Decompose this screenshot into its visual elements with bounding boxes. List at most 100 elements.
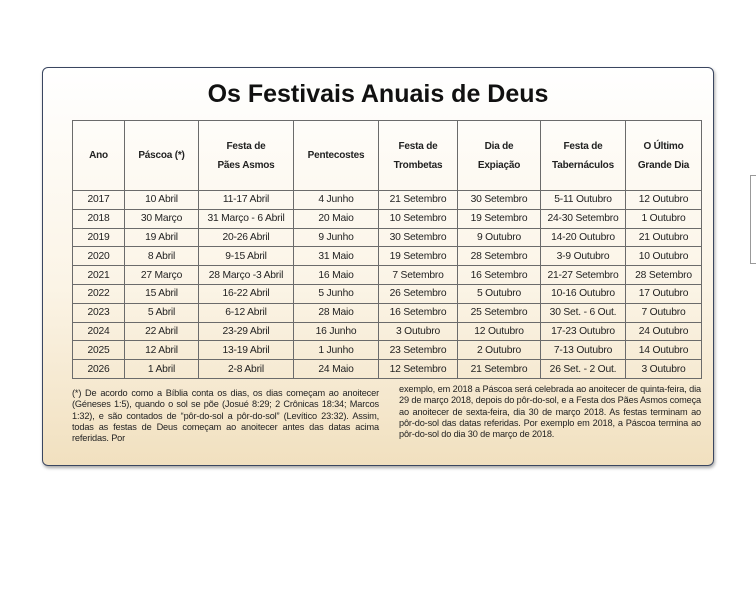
header-row: Ano Páscoa (*) Festa de Pães Asmos Pentecos… xyxy=(72,120,702,191)
column-header: Páscoa (*) xyxy=(124,120,199,191)
table-cell: 11-17 Abril xyxy=(198,190,294,210)
table-cell: 19 Setembro xyxy=(457,208,541,229)
table-cell: 28 Setembro xyxy=(457,246,541,267)
table-row: 2018 30 Março 31 Março - 6 Abril 20 Maio 10 … xyxy=(72,208,702,229)
table-body: 2017 10 Abril 11-17 Abril 4 Junho 21 Setembr… xyxy=(72,190,702,379)
table-cell: 20 Maio xyxy=(293,208,379,229)
table-cell: 30 Set. - 6 Out. xyxy=(540,302,626,323)
table-cell: 13-19 Abril xyxy=(198,340,294,361)
table-cell: 16 Junho xyxy=(293,321,379,342)
column-header: Ano xyxy=(72,120,125,191)
column-header: O Último Grande Dia xyxy=(625,120,702,191)
column-header: Festa de Pães Asmos xyxy=(198,120,294,191)
table-cell: 20-26 Abril xyxy=(198,227,294,248)
table-cell: 16-22 Abril xyxy=(198,283,294,304)
table-row: 2025 12 Abril 13-19 Abril 1 Junho 23 Setembr… xyxy=(72,340,702,361)
table-cell: 26 Setembro xyxy=(378,283,458,304)
table-cell: 16 Setembro xyxy=(457,265,541,285)
table-cell: 9 Outubro xyxy=(457,227,541,248)
table-cell: 2 Outubro xyxy=(457,340,541,361)
card: Os Festivais Anuais de Deus Ano Páscoa (*… xyxy=(42,67,714,466)
table-row: 2023 5 Abril 6-12 Abril 28 Maio 16 Setembro 2… xyxy=(72,302,702,323)
table-cell: 10 Setembro xyxy=(378,208,458,229)
table-cell: 1 Outubro xyxy=(625,208,702,229)
table-cell: 2017 xyxy=(72,190,125,210)
table-cell: 5-11 Outubro xyxy=(540,190,626,210)
table-cell: 28 Março -3 Abril xyxy=(198,265,294,285)
footnote: (*) De acordo como a Bíblia conta os dia… xyxy=(72,388,379,444)
table-cell: 30 Março xyxy=(124,208,199,229)
table-cell: 16 Setembro xyxy=(378,302,458,323)
table-cell: 2-8 Abril xyxy=(198,359,294,379)
table-cell: 2024 xyxy=(72,321,125,342)
table-cell: 12 Outubro xyxy=(625,190,702,210)
table-cell: 2021 xyxy=(72,265,125,285)
column-header: Festa de Tabernáculos xyxy=(540,120,626,191)
table-cell: 1 Abril xyxy=(124,359,199,379)
table-cell: 14-20 Outubro xyxy=(540,227,626,248)
table-row: 2017 10 Abril 11-17 Abril 4 Junho 21 Setembr… xyxy=(72,190,702,210)
table-cell: 10 Outubro xyxy=(625,246,702,267)
table-cell: 19 Abril xyxy=(124,227,199,248)
table-cell: 22 Abril xyxy=(124,321,199,342)
table-cell: 3-9 Outubro xyxy=(540,246,626,267)
table-cell: 7 Outubro xyxy=(625,302,702,323)
table-cell: 24 Outubro xyxy=(625,321,702,342)
table-cell: 16 Maio xyxy=(293,265,379,285)
table-cell: 3 Outubro xyxy=(625,359,702,379)
table-cell: 3 Outubro xyxy=(378,321,458,342)
table-cell: 12 Abril xyxy=(124,340,199,361)
footnote: exemplo, em 2018 a Páscoa será celebrada… xyxy=(399,384,701,440)
table-cell: 2026 xyxy=(72,359,125,379)
table-cell: 4 Junho xyxy=(293,190,379,210)
table-row: 2026 1 Abril 2-8 Abril 24 Maio 12 Setembro 21… xyxy=(72,359,702,379)
table-cell: 10 Abril xyxy=(124,190,199,210)
table-cell: 8 Abril xyxy=(124,246,199,267)
table-row: 2019 19 Abril 20-26 Abril 9 Junho 30 Setembr… xyxy=(72,227,702,248)
table-cell: 12 Outubro xyxy=(457,321,541,342)
table-cell: 31 Maio xyxy=(293,246,379,267)
column-header: Festa de Trombetas xyxy=(378,120,458,191)
table-cell: 6-12 Abril xyxy=(198,302,294,323)
table-cell: 21 Setembro xyxy=(457,359,541,379)
table-cell: 23 Setembro xyxy=(378,340,458,361)
table-row: 2020 8 Abril 9-15 Abril 31 Maio 19 Setembro 2… xyxy=(72,246,702,267)
table-cell: 9-15 Abril xyxy=(198,246,294,267)
table-cell: 30 Setembro xyxy=(457,190,541,210)
table-cell: 5 Abril xyxy=(124,302,199,323)
column-header: Pentecostes xyxy=(293,120,379,191)
table-cell: 7 Setembro xyxy=(378,265,458,285)
table-cell: 10-16 Outubro xyxy=(540,283,626,304)
table-cell: 5 Outubro xyxy=(457,283,541,304)
table-cell: 17-23 Outubro xyxy=(540,321,626,342)
table-cell: 24 Maio xyxy=(293,359,379,379)
column-header: Dia de Expiação xyxy=(457,120,541,191)
table-cell: 30 Setembro xyxy=(378,227,458,248)
table-cell: 2025 xyxy=(72,340,125,361)
table-cell: 2020 xyxy=(72,246,125,267)
table-cell: 2019 xyxy=(72,227,125,248)
table-cell: 7-13 Outubro xyxy=(540,340,626,361)
table-cell: 2018 xyxy=(72,208,125,229)
table-cell: 28 Maio xyxy=(293,302,379,323)
table-cell: 17 Outubro xyxy=(625,283,702,304)
table-cell: 26 Set. - 2 Out. xyxy=(540,359,626,379)
table-cell: 14 Outubro xyxy=(625,340,702,361)
table-row: 2022 15 Abril 16-22 Abril 5 Junho 26 Setembr… xyxy=(72,283,702,304)
table-row: 2021 27 Março 28 Março -3 Abril 16 Maio 7 Se… xyxy=(72,265,702,285)
table-row: 2024 22 Abril 23-29 Abril 16 Junho 3 Outubro… xyxy=(72,321,702,342)
table-cell: 2023 xyxy=(72,302,125,323)
table-cell: 23-29 Abril xyxy=(198,321,294,342)
table-cell: 21-27 Setembro xyxy=(540,265,626,285)
table-cell: 28 Setembro xyxy=(625,265,702,285)
table-cell: 25 Setembro xyxy=(457,302,541,323)
table-cell: 15 Abril xyxy=(124,283,199,304)
title: Os Festivais Anuais de Deus xyxy=(207,80,549,108)
table-cell: 2022 xyxy=(72,283,125,304)
table-cell: 19 Setembro xyxy=(378,246,458,267)
festival-table: Ano Páscoa (*) Festa de Pães Asmos Pentecos… xyxy=(72,120,702,379)
table-cell: 9 Junho xyxy=(293,227,379,248)
table-cell: 21 Setembro xyxy=(378,190,458,210)
table-cell: 12 Setembro xyxy=(378,359,458,379)
